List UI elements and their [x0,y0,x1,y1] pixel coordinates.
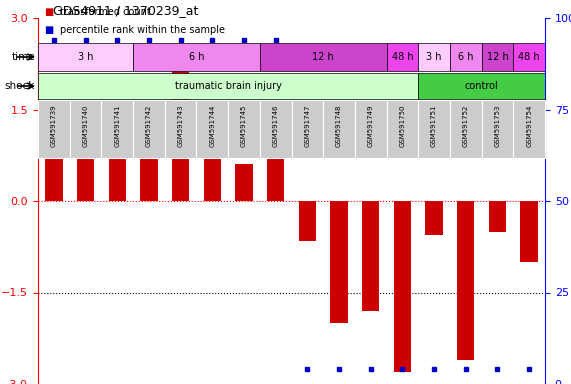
Text: GSM591746: GSM591746 [273,104,279,147]
Bar [481,100,513,158]
Bar [520,201,538,262]
Bar [45,103,63,201]
Bar [140,109,158,201]
Bar [418,73,545,99]
Bar [235,164,253,201]
Text: GSM591752: GSM591752 [463,104,469,147]
Text: GSM591743: GSM591743 [178,104,184,147]
Text: GSM591745: GSM591745 [241,104,247,147]
Text: 3 h: 3 h [78,52,93,62]
Bar [355,100,387,158]
Text: 12 h: 12 h [486,52,508,62]
Text: GSM591742: GSM591742 [146,104,152,147]
Bar [323,100,355,158]
Text: GSM591748: GSM591748 [336,104,342,147]
Bar [133,100,165,158]
Text: transformed count: transformed count [60,7,150,17]
Bar [70,100,102,158]
Bar [267,103,284,201]
Text: 3 h: 3 h [427,52,442,62]
Text: GSM591754: GSM591754 [526,104,532,147]
Text: GSM591741: GSM591741 [114,104,120,147]
Text: GSM591740: GSM591740 [83,104,89,147]
Text: traumatic brain injury: traumatic brain injury [175,81,282,91]
Text: ■: ■ [44,7,53,17]
Text: control: control [465,81,498,91]
Text: 6 h: 6 h [188,52,204,62]
Bar [77,158,94,201]
Bar [362,201,380,311]
Bar [38,43,133,71]
Bar [38,100,70,158]
Text: GSM591750: GSM591750 [399,104,405,147]
Bar [228,100,260,158]
Bar [165,100,196,158]
Bar [418,100,450,158]
Text: shock: shock [5,81,35,91]
Bar [513,100,545,158]
Bar [513,43,545,71]
Text: GSM591744: GSM591744 [210,104,215,147]
Bar [38,73,418,99]
Bar [489,201,506,232]
Bar [330,201,348,323]
Bar [108,109,126,201]
Text: GSM591739: GSM591739 [51,104,57,147]
Bar [299,201,316,241]
Text: GSM591749: GSM591749 [368,104,373,147]
Text: GSM591747: GSM591747 [304,104,311,147]
Bar [425,201,443,235]
Text: time: time [11,52,35,62]
Bar [457,201,475,359]
Bar [196,100,228,158]
Text: GDS4911 / 1370239_at: GDS4911 / 1370239_at [53,4,198,17]
Text: percentile rank within the sample: percentile rank within the sample [60,25,225,35]
Text: GSM591751: GSM591751 [431,104,437,147]
Text: GSM591753: GSM591753 [494,104,500,147]
Text: 48 h: 48 h [392,52,413,62]
Bar [260,43,387,71]
Text: 48 h: 48 h [518,52,540,62]
Bar [172,61,190,201]
Bar [260,100,292,158]
Bar [387,100,418,158]
Bar [450,43,481,71]
Bar [450,100,481,158]
Bar [292,100,323,158]
Bar [481,43,513,71]
Bar [102,100,133,158]
Text: 12 h: 12 h [312,52,334,62]
Text: 6 h: 6 h [458,52,473,62]
Bar [393,201,411,372]
Bar [387,43,418,71]
Bar [204,113,221,201]
Text: ■: ■ [44,25,53,35]
Bar [133,43,260,71]
Bar [418,43,450,71]
